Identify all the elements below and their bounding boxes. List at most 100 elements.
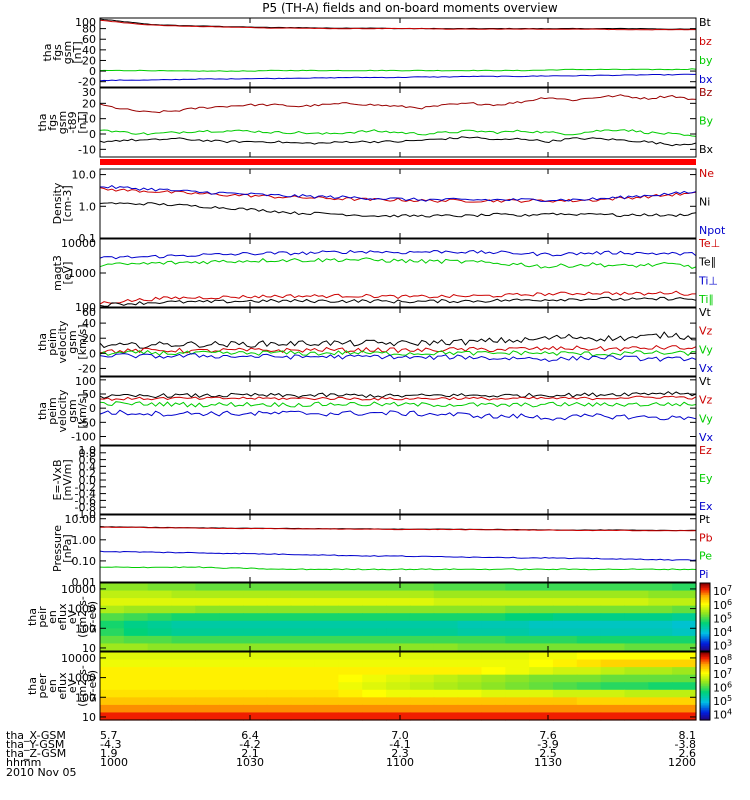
colorbar-segment	[700, 709, 710, 713]
heatmap-cell	[243, 674, 268, 683]
heatmap-cell	[338, 659, 363, 668]
series-line-Vy	[99, 401, 697, 408]
colorbar-segment	[700, 696, 710, 699]
heatmap-cell	[362, 598, 387, 607]
heatmap-cell	[171, 613, 196, 622]
colorbar-segment	[700, 601, 710, 604]
colorbar-segment	[700, 628, 710, 632]
heatmap-cell	[123, 583, 149, 592]
y-axis-label: [eV]	[61, 262, 74, 285]
heatmap-cell	[362, 590, 387, 599]
colorbar-segment	[700, 655, 710, 658]
heatmap-cell	[171, 620, 196, 629]
y-tick-label: 0	[89, 347, 96, 360]
heatmap-cell	[552, 605, 578, 614]
y-tick-label: 10	[82, 711, 96, 724]
legend-entry: Te∥	[698, 256, 716, 269]
heatmap-cell	[433, 628, 459, 637]
heatmap-cell	[147, 682, 173, 691]
colorbar-segment	[700, 611, 710, 615]
heatmap-cell	[552, 590, 578, 599]
y-tick-label: 0.4	[79, 460, 97, 473]
heatmap-cell	[648, 712, 673, 721]
heatmap-cell	[648, 667, 673, 676]
legend-entry: Ez	[699, 444, 712, 457]
heatmap-cell	[100, 659, 125, 668]
heatmap-cell	[433, 590, 459, 599]
heatmap-cell	[338, 652, 363, 661]
legend-entry: Npot	[699, 224, 726, 237]
heatmap-cell	[266, 712, 292, 721]
heatmap-cell	[290, 697, 316, 706]
heatmap-cell	[457, 689, 483, 698]
heatmap-cell	[576, 613, 602, 622]
axis-row-value: 2.1	[241, 747, 259, 760]
y-axis-label: [km/s]	[76, 324, 89, 359]
heatmap-cell	[672, 674, 697, 683]
heatmap-cell	[505, 682, 530, 691]
heatmap-cell	[123, 667, 149, 676]
colorbar-tick-label: 107	[713, 667, 732, 681]
colorbar-segment	[700, 703, 710, 706]
y-tick-label: 50	[82, 388, 96, 401]
colorbar-segment	[700, 606, 710, 610]
heatmap-cell	[552, 643, 578, 652]
heatmap-cell	[481, 583, 506, 592]
heatmap-cell	[123, 605, 149, 614]
heatmap-cell	[576, 704, 602, 714]
heatmap-cell	[290, 682, 316, 691]
heatmap-cell	[290, 712, 316, 721]
heatmap-cell	[433, 652, 459, 661]
y-axis-label: gsm	[61, 41, 74, 64]
y-tick-label: 0	[89, 65, 96, 78]
colorbar-segment	[700, 645, 710, 649]
panel-background	[100, 377, 696, 445]
heatmap-cell	[195, 635, 220, 645]
heatmap-cell	[314, 712, 339, 721]
axis-row-value: 7.6	[539, 729, 557, 742]
heatmap-cell	[290, 620, 316, 629]
heatmap-cell	[100, 682, 125, 691]
heatmap-cell	[314, 635, 339, 645]
y-tick-label: 100	[75, 375, 96, 388]
axis-row-value: -4.1	[389, 738, 410, 751]
heatmap-cell	[171, 659, 196, 668]
heatmap-cell	[624, 620, 649, 629]
y-axis-label: tha	[36, 333, 49, 351]
heatmap-cell	[314, 652, 339, 661]
heatmap-cell	[290, 613, 316, 622]
heatmap-cell	[290, 605, 316, 614]
heatmap-cell	[195, 605, 220, 614]
heatmap-cell	[481, 667, 506, 676]
y-tick-label: 10	[82, 642, 96, 655]
colorbar-segment	[700, 680, 710, 684]
y-axis-label: (cm2-s-	[76, 665, 89, 707]
colorbar-segment	[700, 634, 710, 637]
heatmap-cell	[123, 635, 149, 645]
series-line-Vz	[99, 395, 697, 401]
heatmap-cell	[266, 620, 292, 629]
heatmap-cell	[505, 598, 530, 607]
heatmap-cell	[290, 628, 316, 637]
heatmap-cell	[171, 635, 196, 645]
heatmap-cell	[576, 643, 602, 652]
heatmap-cell	[457, 667, 483, 676]
panel-frame	[99, 582, 697, 652]
heatmap-cell	[433, 643, 459, 652]
heatmap-cell	[672, 583, 697, 592]
heatmap-cell	[338, 704, 363, 714]
heatmap-cell	[624, 590, 649, 599]
colorbar-segment	[700, 672, 710, 675]
heatmap-cell	[552, 682, 578, 691]
colorbar-segment	[700, 682, 710, 685]
heatmap-cell	[290, 704, 316, 714]
heatmap-cell	[529, 667, 554, 676]
y-axis-label: eflux	[56, 603, 69, 631]
heatmap-cell	[552, 659, 578, 668]
heatmap-cell	[576, 667, 602, 676]
heatmap-cell	[529, 613, 554, 622]
axis-row-value: 1030	[236, 756, 264, 769]
colorbar-segment	[700, 662, 710, 665]
heatmap-cell	[266, 643, 292, 652]
